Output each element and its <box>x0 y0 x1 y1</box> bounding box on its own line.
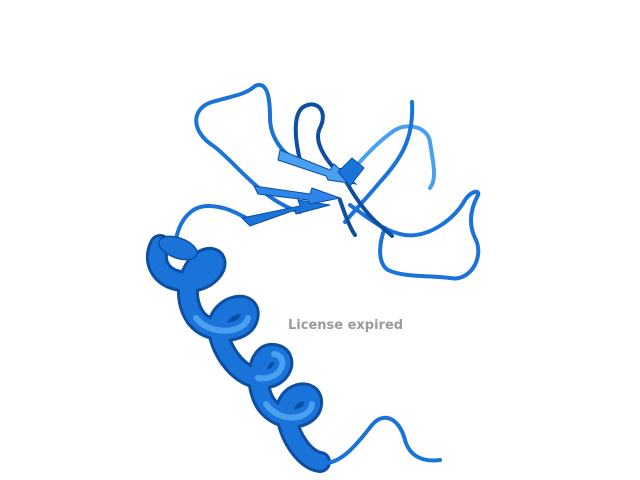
loop-upper-right <box>343 124 437 190</box>
loop-inner-2 <box>338 198 357 237</box>
alpha-helix <box>145 234 331 473</box>
loop-top <box>194 82 302 214</box>
loop-right <box>348 189 481 281</box>
beta-strand-4 <box>337 157 365 187</box>
loop-hairpin <box>293 102 347 182</box>
beta-strand-1 <box>240 199 331 227</box>
watermark-label: License expired <box>288 318 404 333</box>
loop-upper-left <box>173 203 252 247</box>
loop-inner <box>338 168 394 238</box>
beta-strand-2 <box>253 185 342 205</box>
loop-c-terminal <box>318 415 442 465</box>
beta-strand-3 <box>277 149 358 185</box>
